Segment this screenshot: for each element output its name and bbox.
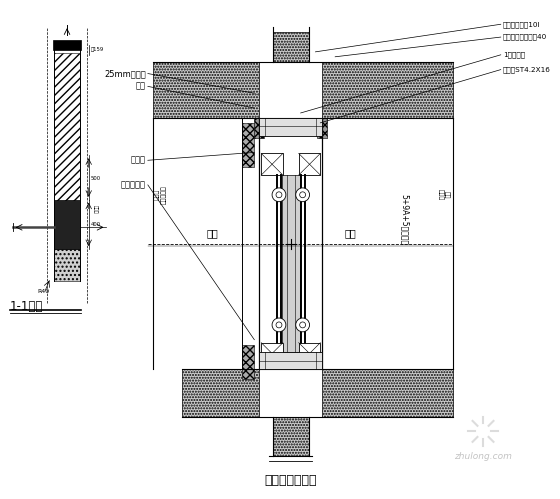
Circle shape bbox=[276, 192, 282, 198]
Text: 距边缘不大于10l: 距边缘不大于10l bbox=[503, 21, 540, 27]
Circle shape bbox=[296, 318, 310, 332]
Text: 室内: 室内 bbox=[344, 228, 356, 238]
Bar bbox=[54, 53, 80, 205]
Text: 25mm保温层: 25mm保温层 bbox=[104, 69, 146, 78]
Text: 5+9A+5双层玻璃: 5+9A+5双层玻璃 bbox=[400, 194, 409, 245]
Text: zhulong.com: zhulong.com bbox=[454, 452, 512, 461]
Bar bbox=[54, 200, 80, 249]
Bar bbox=[323, 369, 454, 417]
Text: 图建筑
橡胶密封条: 图建筑 橡胶密封条 bbox=[155, 186, 167, 204]
Text: 塑钢窗: 塑钢窗 bbox=[92, 205, 97, 214]
Bar bbox=[298, 343, 320, 364]
Bar bbox=[273, 32, 309, 62]
Bar bbox=[241, 123, 254, 167]
Bar bbox=[259, 118, 323, 136]
Text: R40: R40 bbox=[38, 289, 50, 294]
Text: 两拉片距离不大于40: 两拉片距离不大于40 bbox=[503, 34, 547, 40]
Text: 选159: 选159 bbox=[91, 47, 104, 52]
Text: 400: 400 bbox=[91, 222, 101, 227]
Bar bbox=[261, 153, 283, 175]
Bar bbox=[273, 417, 309, 456]
Bar bbox=[298, 153, 320, 175]
Bar bbox=[318, 118, 327, 138]
Text: 自攻钉ST4.2X16: 自攻钉ST4.2X16 bbox=[503, 66, 550, 73]
Circle shape bbox=[276, 322, 282, 328]
Text: 推拉窗节点大样: 推拉窗节点大样 bbox=[264, 474, 317, 487]
Text: 500: 500 bbox=[91, 176, 101, 181]
Bar bbox=[282, 175, 300, 351]
Text: 滴水: 滴水 bbox=[136, 82, 146, 91]
Bar bbox=[261, 343, 283, 364]
Text: 墙体密封胶: 墙体密封胶 bbox=[121, 181, 146, 190]
Bar bbox=[323, 62, 454, 118]
Circle shape bbox=[300, 322, 306, 328]
Text: 橡胶
密封条: 橡胶 密封条 bbox=[437, 189, 450, 201]
Bar bbox=[241, 345, 254, 379]
Bar bbox=[183, 369, 259, 417]
Circle shape bbox=[272, 318, 286, 332]
Bar bbox=[254, 118, 264, 138]
Text: 室外: 室外 bbox=[206, 228, 218, 238]
Bar bbox=[54, 249, 80, 280]
Text: 1-1剖面: 1-1剖面 bbox=[10, 300, 43, 313]
Bar bbox=[53, 40, 81, 50]
Bar bbox=[259, 351, 323, 369]
Bar bbox=[153, 62, 259, 118]
Text: 发泡剂: 发泡剂 bbox=[131, 156, 146, 165]
Text: 1英寸射钉: 1英寸射钉 bbox=[503, 51, 525, 58]
Circle shape bbox=[300, 192, 306, 198]
Circle shape bbox=[272, 188, 286, 202]
Circle shape bbox=[296, 188, 310, 202]
